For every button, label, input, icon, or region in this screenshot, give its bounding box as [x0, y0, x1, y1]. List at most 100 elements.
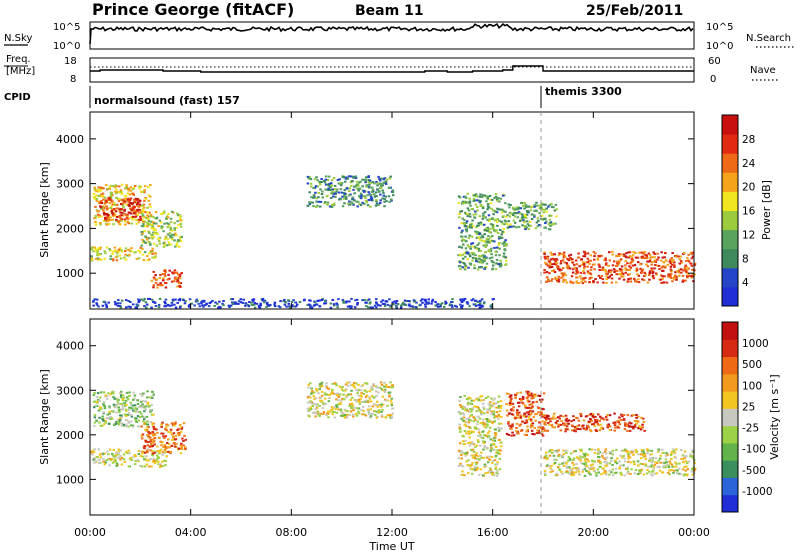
- echo-cell: [517, 432, 520, 435]
- echo-cell: [675, 462, 678, 465]
- echo-cell: [673, 264, 676, 267]
- echo-cell: [144, 235, 147, 238]
- echo-cell: [341, 397, 344, 400]
- echo-cell: [381, 395, 385, 398]
- echo-cell: [436, 303, 439, 306]
- echo-cell: [130, 222, 133, 225]
- echo-cell: [95, 298, 99, 301]
- echo-cell: [489, 401, 492, 404]
- echo-cell: [163, 238, 167, 241]
- echo-cell: [93, 391, 96, 394]
- echo-cell: [652, 467, 655, 470]
- echo-cell: [144, 241, 147, 244]
- echo-cell: [460, 454, 463, 456]
- echo-cell: [461, 470, 464, 473]
- echo-cell: [649, 256, 652, 259]
- echo-cell: [141, 433, 145, 436]
- echo-cell: [142, 223, 145, 226]
- echo-cell: [376, 405, 380, 408]
- echo-cell: [96, 254, 99, 257]
- echo-cell: [158, 219, 162, 222]
- echo-cell: [630, 256, 634, 259]
- echo-cell: [357, 188, 360, 191]
- echo-cell: [657, 256, 660, 259]
- echo-cell: [311, 405, 314, 407]
- echo-cell: [306, 182, 310, 185]
- echo-cell: [388, 414, 391, 417]
- echo-cell: [492, 298, 495, 301]
- colorbar-swatch: [722, 356, 738, 375]
- echo-cell: [575, 281, 578, 284]
- echo-cell: [141, 452, 144, 455]
- power-colorbar-label: Power [dB]: [760, 180, 773, 240]
- nsky-frame: [89, 21, 695, 50]
- echo-cell: [668, 260, 672, 263]
- echo-cell: [575, 267, 578, 270]
- echo-cell: [182, 422, 186, 425]
- echo-cell: [357, 394, 360, 397]
- echo-cell: [319, 200, 323, 203]
- echo-cell: [648, 459, 652, 462]
- echo-cell: [136, 415, 140, 418]
- echo-cell: [316, 179, 319, 182]
- echo-cell: [100, 200, 103, 202]
- echo-cell: [460, 457, 463, 460]
- echo-cell: [357, 400, 360, 403]
- echo-cell: [94, 249, 98, 252]
- echo-cell: [601, 266, 604, 269]
- echo-cell: [498, 208, 502, 211]
- echo-cell: [548, 454, 552, 457]
- echo-cell: [543, 268, 546, 271]
- echo-cell: [326, 183, 329, 186]
- echo-cell: [149, 449, 152, 452]
- echo-cell: [646, 265, 650, 268]
- echo-cell: [149, 410, 152, 413]
- echo-cell: [577, 256, 581, 259]
- echo-cell: [259, 302, 262, 305]
- echo-cell: [287, 299, 290, 302]
- colorbar-frame: [721, 114, 739, 307]
- echo-cell: [140, 190, 143, 193]
- echo-cell: [127, 305, 131, 308]
- echo-cell: [146, 259, 149, 262]
- echo-cell: [589, 259, 593, 262]
- echo-cell: [618, 416, 621, 419]
- colorbar-tick-label: 25: [742, 401, 755, 413]
- echo-cell: [519, 414, 522, 417]
- echo-cell: [470, 235, 474, 238]
- echo-cell: [604, 456, 607, 459]
- echo-cell: [660, 266, 664, 269]
- echo-cell: [523, 225, 526, 228]
- echo-cell: [507, 421, 510, 423]
- echo-cell: [461, 266, 465, 269]
- echo-cell: [323, 393, 327, 396]
- echo-cell: [463, 394, 466, 397]
- echo-cell: [489, 236, 492, 239]
- echo-cell: [146, 211, 149, 214]
- echo-cell: [390, 414, 393, 417]
- echo-cell: [547, 278, 550, 281]
- echo-cell: [484, 397, 488, 399]
- colorbar-swatch: [722, 229, 738, 250]
- echo-cell: [667, 466, 671, 469]
- echo-cell: [143, 418, 146, 421]
- echo-cell: [467, 237, 470, 239]
- echo-cell: [598, 265, 601, 268]
- echo-cell: [482, 244, 485, 247]
- echo-cell: [102, 423, 106, 426]
- echo-cell: [218, 305, 221, 308]
- echo-cell: [488, 257, 492, 260]
- echo-cell: [538, 212, 541, 215]
- echo-cell: [495, 406, 498, 409]
- echo-cell: [571, 467, 575, 470]
- echo-cell: [179, 282, 183, 285]
- echo-cell: [645, 254, 648, 257]
- echo-cell: [156, 233, 159, 235]
- echo-cell: [151, 445, 154, 447]
- echo-cell: [165, 446, 169, 449]
- echo-cell: [94, 214, 97, 217]
- echo-cell: [465, 460, 468, 463]
- echo-cell: [353, 406, 356, 409]
- echo-cell: [462, 299, 465, 302]
- echo-cell: [531, 410, 535, 413]
